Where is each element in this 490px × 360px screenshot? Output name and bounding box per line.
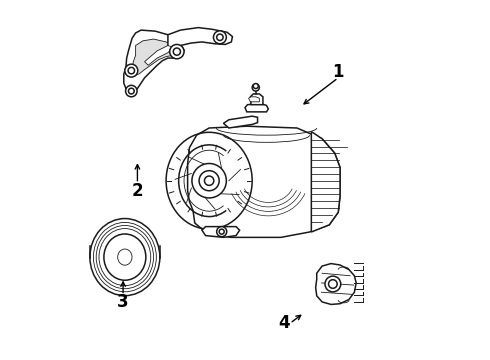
Circle shape [252,84,259,91]
Circle shape [253,84,258,89]
Text: 3: 3 [117,293,129,311]
Polygon shape [168,28,232,49]
Circle shape [170,44,184,59]
Polygon shape [202,226,240,237]
Circle shape [214,31,226,44]
Polygon shape [316,264,356,305]
Ellipse shape [90,219,160,296]
Circle shape [325,276,341,292]
Polygon shape [311,132,340,232]
Polygon shape [133,39,176,75]
Polygon shape [248,97,259,102]
Polygon shape [188,126,340,237]
Text: 4: 4 [279,314,290,332]
Circle shape [217,226,227,237]
Ellipse shape [104,234,146,280]
Circle shape [199,171,219,191]
Polygon shape [124,30,184,91]
Polygon shape [245,104,269,112]
Circle shape [125,64,138,77]
Circle shape [192,163,226,198]
Polygon shape [145,45,173,65]
Text: 2: 2 [132,182,143,200]
Polygon shape [223,116,258,128]
Polygon shape [250,94,263,105]
Ellipse shape [118,249,132,265]
Text: 1: 1 [333,63,344,81]
Circle shape [125,85,137,97]
